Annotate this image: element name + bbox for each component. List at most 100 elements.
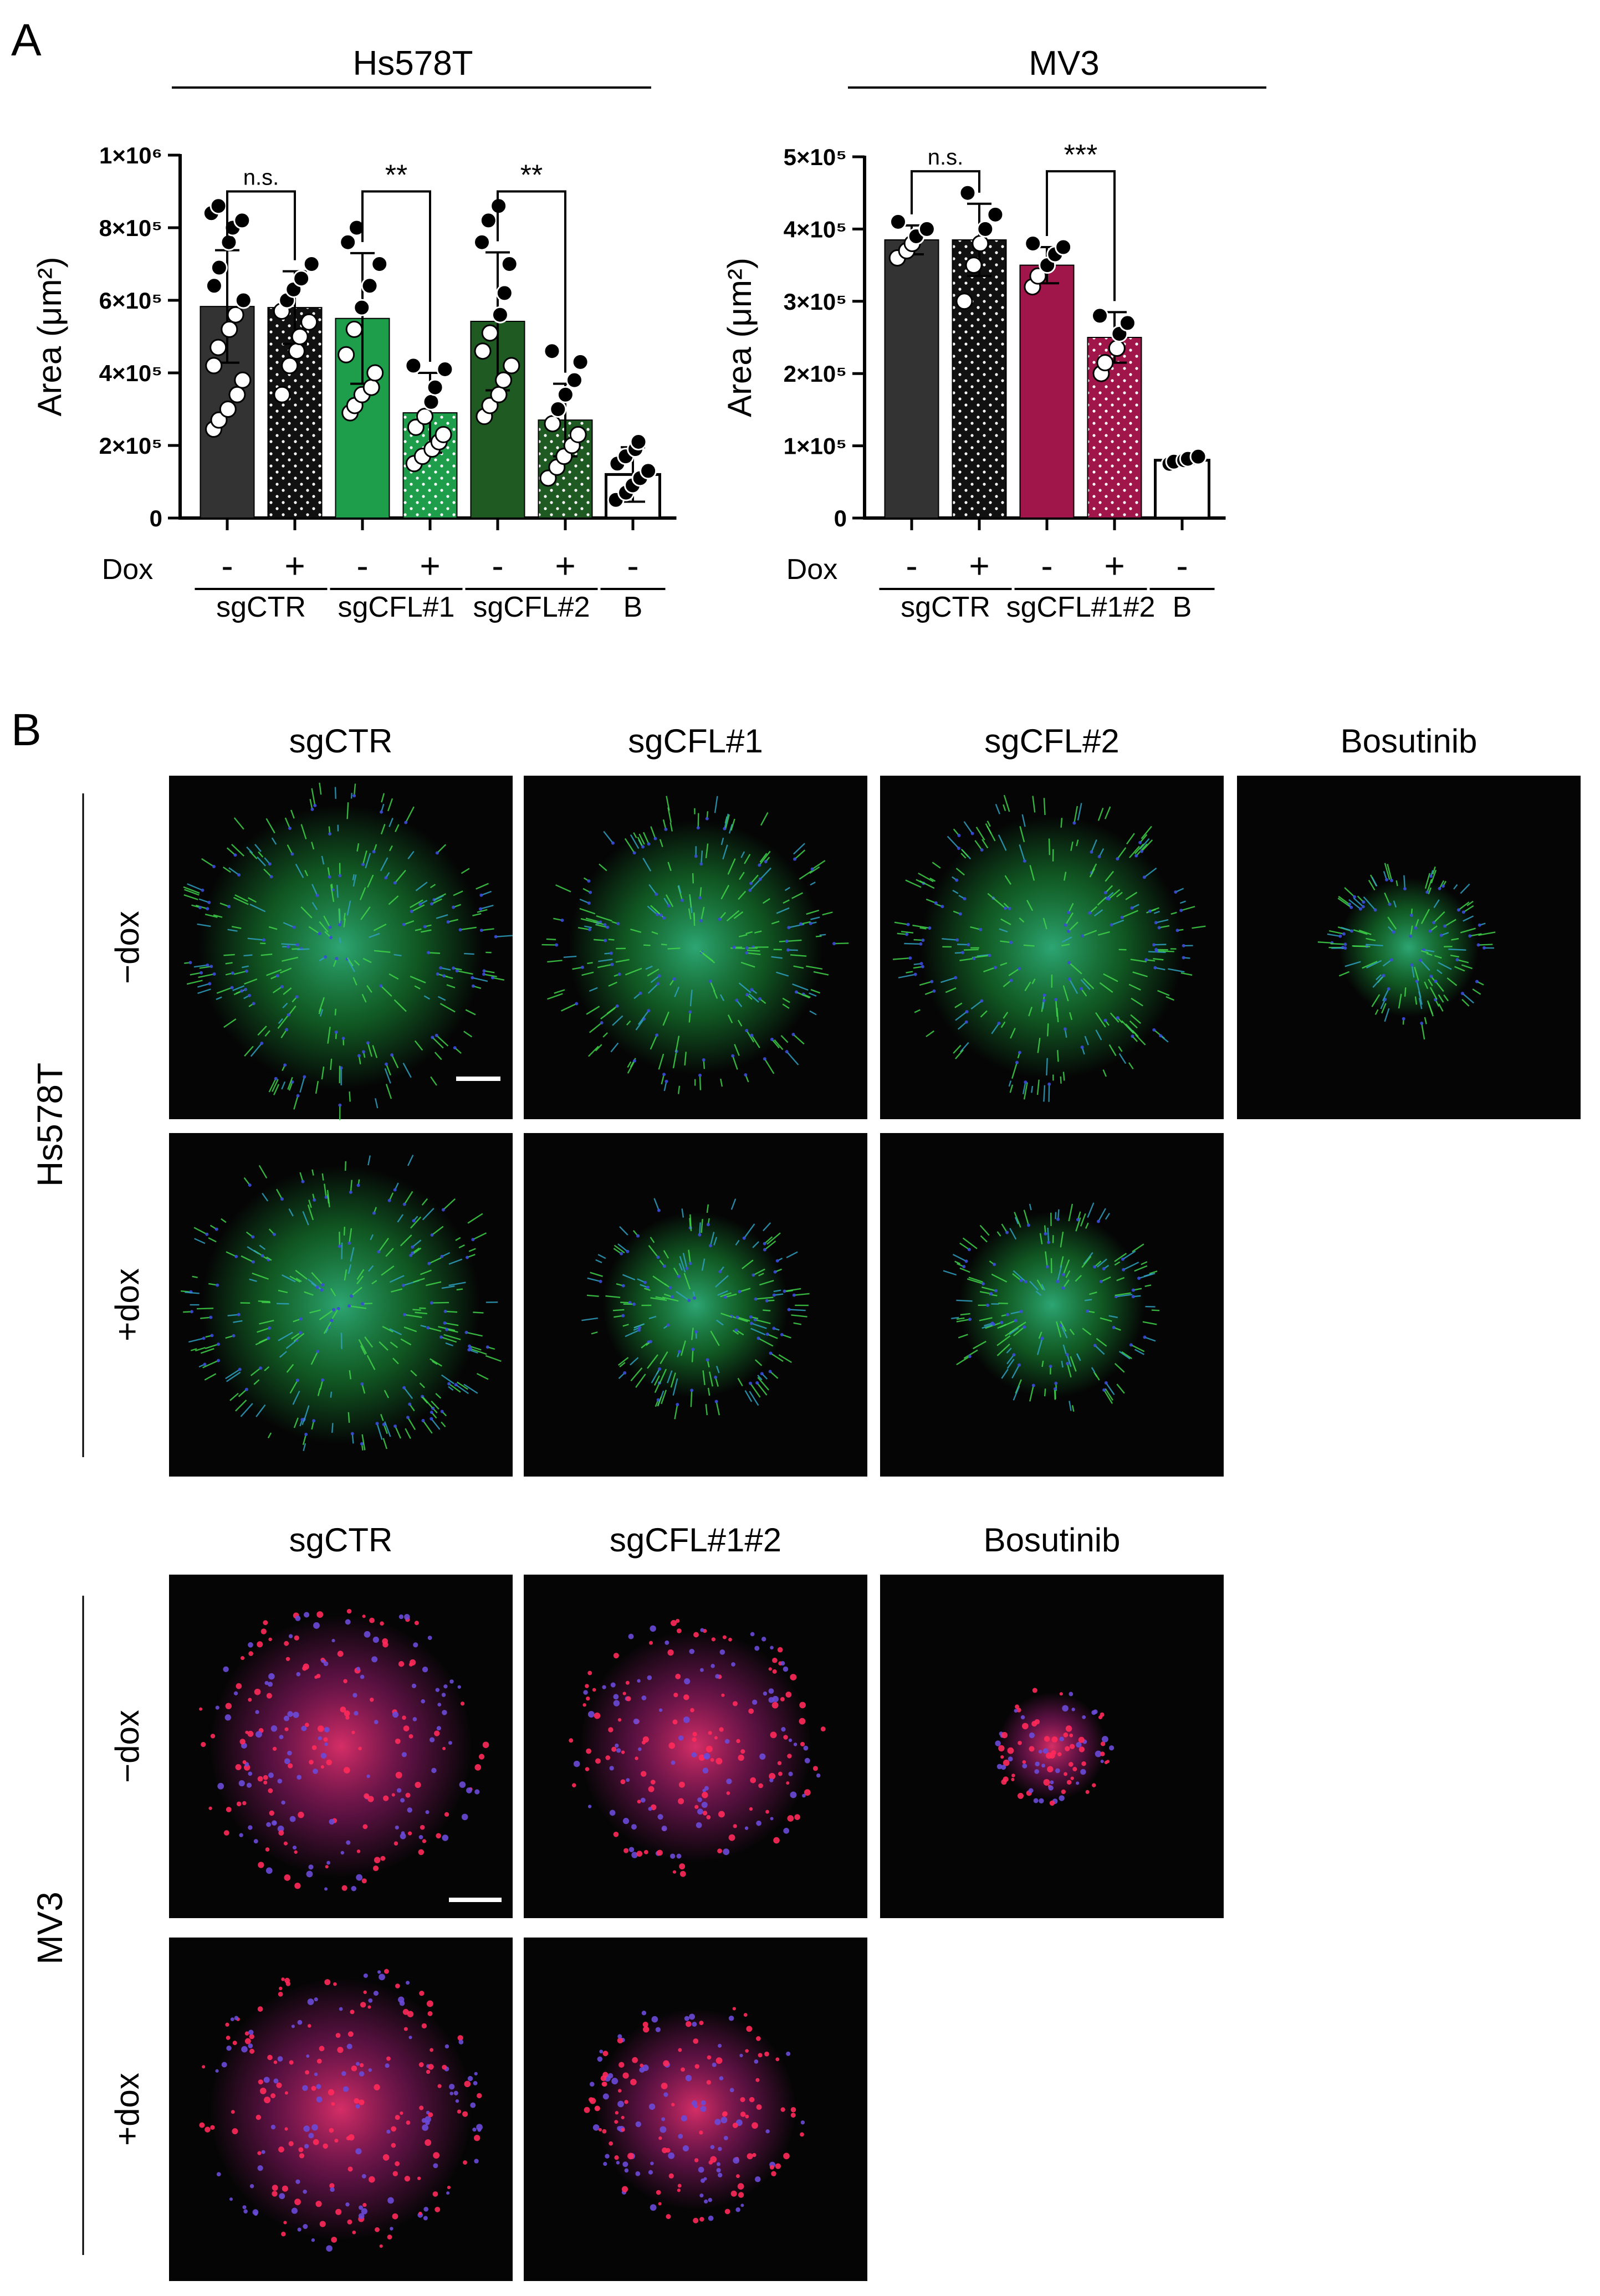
cell-protrusion [1006,1347,1012,1354]
cell-protrusion [610,1042,619,1053]
cell [683,1694,689,1700]
cell-protrusion [360,906,371,920]
nucleus [318,931,321,935]
nucleus [1432,921,1436,925]
cell-protrusion [758,1337,774,1347]
cell [602,1685,606,1689]
cell [335,2208,342,2215]
cell-protrusion [186,980,203,985]
cell-protrusion [674,986,680,997]
cell [586,1748,592,1754]
cell [748,1708,754,1714]
cell-protrusion [287,844,293,855]
cell [671,2103,675,2107]
nucleus [244,987,248,991]
cell-protrusion [235,1400,247,1412]
y-tick-label: 2×10⁵ [99,433,162,459]
cell [722,1635,727,1639]
cell-protrusion [304,870,309,877]
cell [407,1831,412,1836]
cell-protrusion [281,943,298,946]
cell [617,2126,622,2131]
nucleus [763,1057,766,1061]
cell-protrusion [956,1317,965,1320]
cell-protrusion [982,1324,994,1329]
cell-protrusion [974,840,983,850]
cell [305,2070,310,2075]
cell-protrusion [469,1345,482,1351]
cell-protrusion [410,1216,422,1229]
cell-protrusion [295,1269,308,1280]
column-header: Bosutinib [1341,722,1478,760]
nucleus [321,1283,325,1287]
spheroid-core [920,816,1184,1079]
cell [229,2197,233,2201]
cell [379,2244,383,2248]
cell-protrusion [434,1052,442,1060]
nucleus [1065,1361,1069,1365]
cell [754,2176,761,2182]
nucleus [299,1317,303,1321]
nucleus [387,1198,391,1202]
y-tick-label: 8×10⁵ [99,215,162,241]
cell [244,2031,249,2036]
cell-protrusion [205,914,218,918]
cell [602,2051,609,2057]
cell-protrusion [1387,864,1393,881]
cell [771,2171,776,2177]
nucleus [347,1304,351,1308]
cell [391,1793,395,1797]
nucleus [632,1302,636,1306]
cell-protrusion [970,1000,983,1010]
cell-protrusion [715,1401,720,1416]
cell [199,1707,203,1711]
cell-protrusion [918,872,934,883]
cell-protrusion [472,977,488,982]
nucleus [296,1378,300,1382]
cell [699,2217,704,2222]
cell [1048,1785,1054,1791]
cell-protrusion [1081,1255,1092,1268]
cell [749,2097,755,2103]
column-header: Bosutinib [984,1521,1121,1559]
cell-protrusion [468,1248,476,1252]
nucleus [787,1308,791,1311]
cell-protrusion [1144,1336,1156,1342]
cell [284,1641,289,1646]
cell-protrusion [676,1290,689,1301]
cell-protrusion [1014,1212,1021,1228]
cell [609,2141,614,2146]
cell-protrusion [441,1285,455,1289]
nucleus [315,1285,319,1289]
cell-protrusion [625,967,642,976]
cell [374,1720,379,1725]
cell-protrusion [689,990,693,1007]
cell-protrusion [1179,900,1186,904]
nucleus [1409,913,1413,917]
nucleus [357,1054,361,1058]
cell [728,1834,735,1841]
cell [663,2060,669,2067]
cell-protrusion [786,1051,799,1065]
cell [277,2056,283,2062]
cell [1035,1761,1040,1767]
cell [660,2126,667,2133]
cell-protrusion [1089,1292,1097,1295]
cell-protrusion [258,1165,268,1179]
cell [631,1852,638,1858]
cell-protrusion [1134,843,1144,854]
nucleus [905,932,909,936]
cell [297,1775,302,1780]
cell-protrusion [905,879,922,888]
row-label: +dox [109,2073,146,2146]
cell-protrusion [661,1074,665,1085]
cell [390,2227,393,2231]
cell-protrusion [361,1434,366,1451]
cell-protrusion [1047,1023,1049,1037]
cell [626,1778,630,1782]
nucleus [468,1347,472,1351]
y-tick-label: 0 [834,505,847,531]
nucleus [735,998,739,1002]
cell [627,2152,634,2160]
cell-protrusion [423,995,430,1000]
